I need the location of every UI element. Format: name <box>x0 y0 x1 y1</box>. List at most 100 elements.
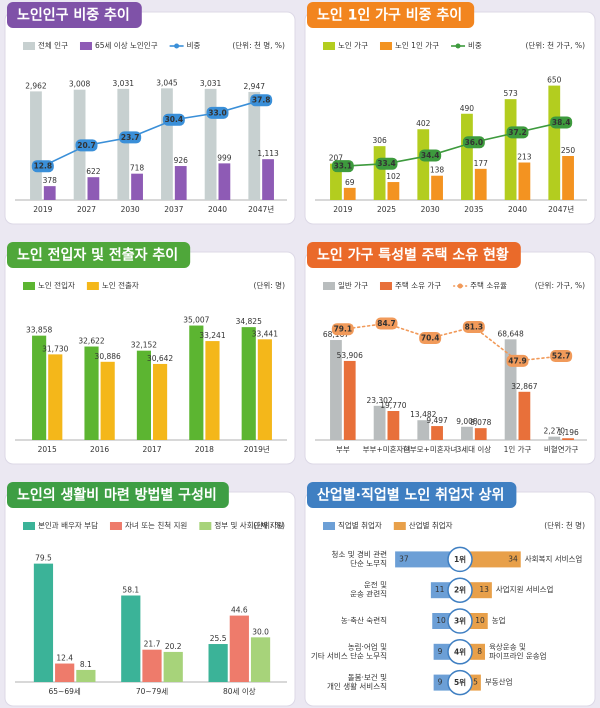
line-value-label: 37.2 <box>508 128 527 137</box>
value-label: 3,031 <box>113 79 135 88</box>
bar <box>32 335 47 440</box>
line-value-label: 70.4 <box>421 334 440 343</box>
line-value-label: 30.4 <box>165 115 184 124</box>
bar <box>55 663 75 682</box>
rank-badge <box>447 577 473 603</box>
value-label: 32,622 <box>78 337 104 346</box>
value-label: 35,007 <box>183 316 209 325</box>
value-label: 8,078 <box>470 418 492 427</box>
value-label: 9 <box>438 678 443 687</box>
category-label: 운송 관련직 <box>350 589 387 599</box>
line-value-label: 84.7 <box>377 319 396 328</box>
legend-swatch <box>323 522 335 530</box>
bar <box>117 88 130 200</box>
legend-label: 전체 인구 <box>38 40 68 50</box>
line-value-label: 37.8 <box>252 96 271 105</box>
value-label: 12.4 <box>56 654 73 663</box>
bar <box>84 346 99 440</box>
rank-badge <box>447 546 473 573</box>
x-tick-label: 2019 <box>33 205 52 214</box>
line-value-label: 38.4 <box>552 118 571 127</box>
bar <box>161 88 173 200</box>
value-label: 68,648 <box>497 329 523 338</box>
category-label: 청소 및 경비 관련 <box>332 549 388 559</box>
category-label: 농림·어업 및 <box>348 641 387 651</box>
bar <box>100 361 115 440</box>
bar <box>417 420 430 440</box>
line-value-label: 20.7 <box>77 141 96 150</box>
category-label: 사업지원 서비스업 <box>496 585 554 594</box>
value-label: 44.6 <box>231 606 248 615</box>
category-label: 단순 노무직 <box>350 558 387 568</box>
title-tab <box>7 2 142 28</box>
value-label: 306 <box>372 136 387 145</box>
value-label: 926 <box>174 156 189 165</box>
line-value-label: 36.0 <box>465 138 484 147</box>
x-tick-label: 2040 <box>508 205 527 214</box>
x-tick-label: 65~69세 <box>49 687 81 696</box>
legend-label: 노인 가구 <box>338 40 368 50</box>
bar-left <box>395 551 460 568</box>
category-label: 파이프라인 운송업 <box>489 650 547 660</box>
x-tick-label: 2015 <box>38 445 57 454</box>
rank-label: 2위 <box>454 585 466 595</box>
line-label-box <box>331 160 354 173</box>
bar <box>262 159 274 200</box>
line-value-label: 79.1 <box>334 325 353 334</box>
legend-swatch <box>86 282 99 290</box>
chart-title: 노인인구 비중 추이 <box>17 7 130 24</box>
x-tick-label: 2047년 <box>248 204 274 214</box>
bar <box>153 363 168 440</box>
line-label-box <box>506 126 529 139</box>
legend-label: 노인 1인 가구 <box>395 40 439 50</box>
bar <box>461 426 473 440</box>
line-label-box <box>550 116 573 129</box>
bar <box>30 91 42 200</box>
bar <box>474 428 487 440</box>
value-label: 10 <box>475 616 485 625</box>
line-label-box <box>119 131 142 144</box>
value-label: 23,302 <box>366 396 392 405</box>
x-tick-label: 2030 <box>121 205 140 214</box>
value-label: 213 <box>517 153 532 162</box>
value-label: 33,441 <box>252 329 278 338</box>
legend-label: 노인 전출자 <box>102 280 139 290</box>
value-label: 30,886 <box>95 352 121 361</box>
category-label: 기타 서비스 단순 노무직 <box>311 650 387 660</box>
value-label: 1,196 <box>557 428 579 437</box>
value-label: 402 <box>416 119 431 128</box>
x-tick-label: 1인 가구 <box>504 444 532 454</box>
x-tick-label: 2037 <box>164 205 183 214</box>
value-label: 2,947 <box>244 82 266 91</box>
line-label-box <box>206 106 229 119</box>
title-tab <box>7 482 229 508</box>
rank-badge <box>447 608 473 634</box>
unit-label: (단위: 천 명) <box>544 520 585 530</box>
category-label: 농·축산 숙련직 <box>341 615 387 625</box>
bar <box>518 391 531 440</box>
line-value-label: 33.1 <box>334 162 353 171</box>
line-label-box <box>462 136 485 149</box>
value-label: 9,497 <box>426 416 448 425</box>
line-label-box <box>462 320 485 333</box>
bar <box>229 615 249 682</box>
x-tick-label: 3세대 이상 <box>456 444 491 454</box>
unit-label: (단위: 천 명, %) <box>232 40 285 50</box>
bar <box>504 99 517 200</box>
bar <box>142 649 162 682</box>
value-label: 31,730 <box>42 344 68 353</box>
line-label-box <box>331 323 354 336</box>
value-label: 250 <box>561 146 576 155</box>
legend-label: 비중 <box>468 41 482 50</box>
value-label: 33,241 <box>199 331 225 340</box>
line-label-box <box>162 113 185 126</box>
value-label: 11 <box>435 585 445 594</box>
value-label: 490 <box>460 104 475 113</box>
bar-right <box>460 551 521 568</box>
line-value-label: 33.4 <box>377 159 396 168</box>
line-label-box <box>75 139 98 152</box>
rank-label: 5위 <box>454 677 466 687</box>
value-label: 3,031 <box>200 79 222 88</box>
bar <box>373 146 386 200</box>
